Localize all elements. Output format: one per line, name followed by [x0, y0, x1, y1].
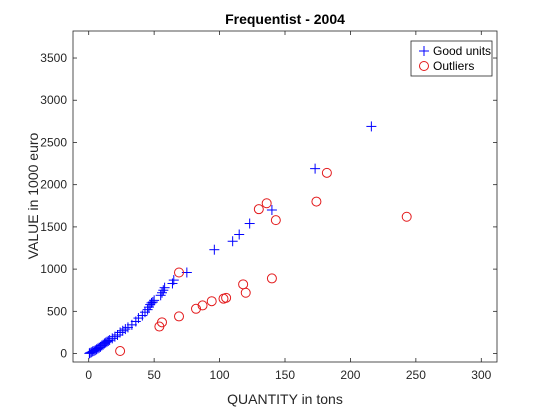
good-unit-point [168, 275, 179, 286]
good-unit-point [310, 163, 321, 174]
x-tick-label: 100 [210, 368, 230, 382]
axes-box [72, 30, 498, 363]
good-unit-point [100, 337, 111, 348]
good-unit-point [209, 244, 220, 255]
series-1 [115, 167, 412, 357]
good-unit-point [112, 329, 123, 340]
plot-area [84, 121, 412, 359]
y-tick-label: 1500 [40, 220, 67, 234]
good-unit-point [88, 346, 99, 357]
legend-marker-outliers [419, 61, 429, 71]
y-axis-label: VALUE in 1000 euro [25, 132, 41, 259]
good-unit-point [366, 121, 377, 132]
y-tick-label: 0 [60, 347, 67, 361]
good-unit-point [158, 285, 169, 296]
legend-label-good-units: Good units [433, 44, 491, 58]
good-unit-point [122, 322, 133, 333]
legend-marker-good-units [419, 46, 429, 56]
good-unit-point [147, 297, 158, 308]
good-unit-point [115, 327, 126, 338]
x-tick-label: 150 [275, 368, 295, 382]
x-axis: 0 50 100 150 200 250 300 [85, 31, 492, 382]
outlier-point [191, 303, 202, 314]
outlier-point [270, 215, 281, 226]
y-axis: 0 500 1000 1500 2000 2500 3000 3500 [40, 51, 497, 361]
good-unit-point [139, 307, 150, 318]
x-tick-label: 0 [85, 368, 92, 382]
good-unit-point [155, 290, 166, 301]
good-unit-point [146, 297, 157, 308]
outlier-point [197, 300, 208, 311]
outlier-point [174, 267, 184, 278]
outlier-point [156, 317, 167, 328]
good-unit-point [102, 336, 113, 347]
legend-label-outliers: Outliers [433, 59, 474, 73]
good-unit-point [159, 282, 170, 293]
y-tick-label: 3000 [40, 93, 67, 107]
series-0 [84, 121, 377, 359]
x-tick-label: 300 [471, 368, 491, 382]
outlier-point [206, 296, 217, 307]
good-unit-point [90, 345, 101, 356]
good-unit-point [234, 229, 245, 240]
y-tick-label: 3500 [40, 51, 67, 65]
good-unit-point [142, 304, 153, 315]
good-unit-point [120, 324, 131, 335]
good-unit-point [117, 325, 128, 336]
x-axis-label: QUANTITY in tons [227, 391, 343, 407]
outlier-point [253, 204, 264, 215]
good-unit-point [244, 218, 255, 229]
x-tick-label: 200 [340, 368, 360, 382]
good-unit-point [86, 347, 97, 358]
outlier-point [221, 292, 232, 303]
outlier-point [401, 211, 412, 222]
good-unit-point [133, 313, 144, 324]
outlier-point [115, 346, 126, 357]
legend: Good units Outliers [410, 40, 493, 77]
good-unit-point [145, 299, 156, 310]
good-unit-point [266, 205, 277, 216]
outlier-point [261, 198, 272, 209]
outlier-point [266, 273, 277, 284]
y-tick-label: 2000 [40, 178, 67, 192]
chart-title: Frequentist - 2004 [225, 11, 345, 27]
y-tick-label: 500 [47, 304, 67, 318]
outlier-point [321, 167, 332, 178]
good-unit-point [143, 302, 154, 313]
good-unit-point [104, 335, 115, 346]
y-tick-label: 1000 [40, 262, 67, 276]
good-unit-point [109, 331, 120, 342]
good-unit-point [103, 335, 114, 346]
good-unit-point [85, 347, 96, 358]
good-unit-point [149, 295, 160, 306]
good-unit-point [227, 236, 238, 247]
good-unit-point [99, 338, 110, 349]
good-unit-point [91, 344, 102, 355]
outlier-point [240, 287, 251, 298]
x-tick-label: 250 [406, 368, 426, 382]
x-tick-label: 50 [147, 368, 161, 382]
good-unit-point [107, 333, 118, 344]
y-tick-label: 2500 [40, 135, 67, 149]
good-unit-point [156, 287, 167, 298]
outlier-point [311, 196, 322, 207]
outlier-point [174, 311, 184, 322]
